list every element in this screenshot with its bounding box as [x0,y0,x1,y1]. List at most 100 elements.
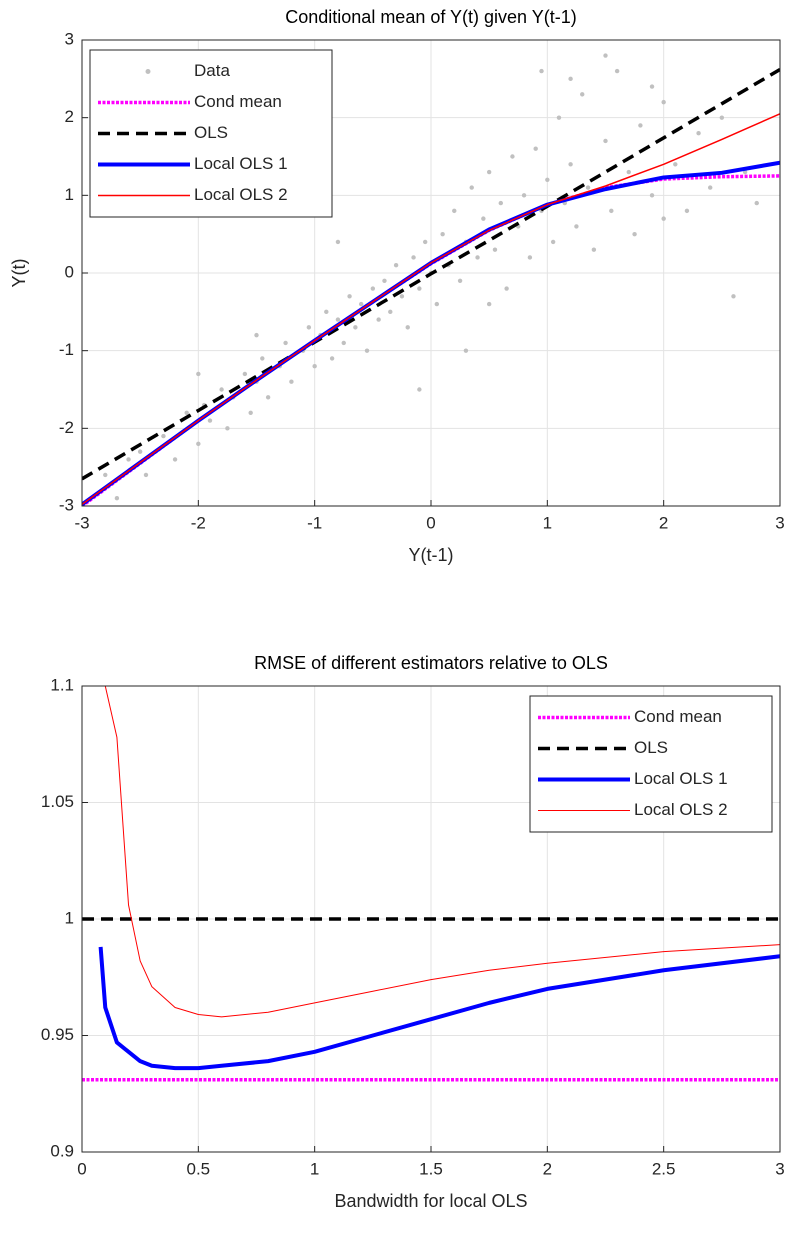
legend-label: Data [194,61,230,80]
data-point [684,208,690,214]
x-tick-label: 3 [775,1159,784,1178]
x-tick-label: 0 [77,1159,86,1178]
data-point [434,301,440,307]
data-point [353,325,358,330]
data-point [172,457,178,462]
legend-label: Local OLS 2 [634,800,728,819]
data-point [661,216,666,221]
data-point [719,115,725,120]
data-point [649,84,655,89]
axes-box [81,39,781,507]
data-point [265,395,271,400]
y-tick-label: 1 [65,185,74,204]
data-point [649,193,655,198]
series-line [82,68,780,481]
data-point [364,348,370,353]
data-point [481,216,486,221]
data-point [708,185,713,190]
legend-box [529,695,773,833]
data-point [376,317,381,322]
data-point [283,340,288,346]
y-tick-label: -3 [59,495,74,514]
x-tick-label: 2 [543,1159,552,1178]
legend-label: OLS [194,123,228,142]
data-point [475,255,480,260]
data-point [533,146,538,151]
data-point [225,426,230,431]
legend-label: Cond mean [194,92,282,111]
data-point [335,239,341,245]
x-tick-label: 0 [426,513,435,532]
data-point [248,410,253,415]
y-tick-label: 0 [65,262,74,281]
x-axis-label: Bandwidth for local OLS [334,1191,527,1211]
x-tick-label: 1.5 [419,1159,443,1178]
data-point [539,68,544,74]
plot-content [82,686,780,1082]
y-tick-label: 0.95 [41,1025,74,1044]
data-point [289,379,294,384]
y-tick-label: 1.05 [41,792,74,811]
data-point [632,231,637,237]
data-point [306,325,312,330]
data-point [492,247,498,252]
data-point [324,309,329,315]
legend-swatch [145,69,151,74]
data-point [696,131,701,136]
data-point [457,278,463,283]
data-point [184,410,189,415]
y-tick-label: 0.9 [50,1141,74,1160]
data-point [417,387,422,392]
data-point [661,99,666,105]
legend-label: Local OLS 2 [194,185,288,204]
data-point [161,433,166,439]
data-point [335,317,341,322]
data-point [568,162,573,167]
data-point [196,441,201,447]
data-point [411,255,416,260]
data-point [638,123,643,128]
x-tick-label: -2 [191,513,206,532]
series-line [98,946,780,1071]
data-point [510,154,515,159]
legend-label: Local OLS 1 [634,769,728,788]
data-point [603,138,608,144]
data-point [527,255,533,260]
data-point [603,53,608,58]
data-point [242,371,248,377]
x-tick-label: 3 [775,513,784,532]
data-point [614,68,620,74]
data-point [260,356,265,361]
data-point [207,418,213,423]
data-point [359,301,364,307]
data-point [486,301,492,307]
plot-content [82,53,780,506]
data-point [556,115,562,120]
data-point [417,286,422,291]
data-point [440,231,445,237]
y-tick-label: 3 [65,29,74,48]
x-tick-label: -1 [307,513,322,532]
data-point [731,294,736,299]
chart-title: RMSE of different estimators relative to… [254,653,608,673]
x-tick-label: 2 [659,513,668,532]
data-point [312,364,317,369]
data-point [341,340,346,346]
x-tick-label: -3 [74,513,89,532]
data-point [393,263,399,268]
data-point [452,208,457,214]
data-point [580,92,585,97]
data-point [219,387,224,392]
x-tick-label: 1 [543,513,552,532]
data-point [137,449,143,454]
legend-label: Local OLS 1 [194,154,288,173]
x-tick-label: 2.5 [652,1159,676,1178]
data-point [329,356,335,361]
data-point [405,325,410,330]
data-point [399,294,405,299]
y-tick-label: 2 [65,107,74,126]
y-axis-label: Y(t) [9,259,29,288]
series-line [104,686,780,1018]
